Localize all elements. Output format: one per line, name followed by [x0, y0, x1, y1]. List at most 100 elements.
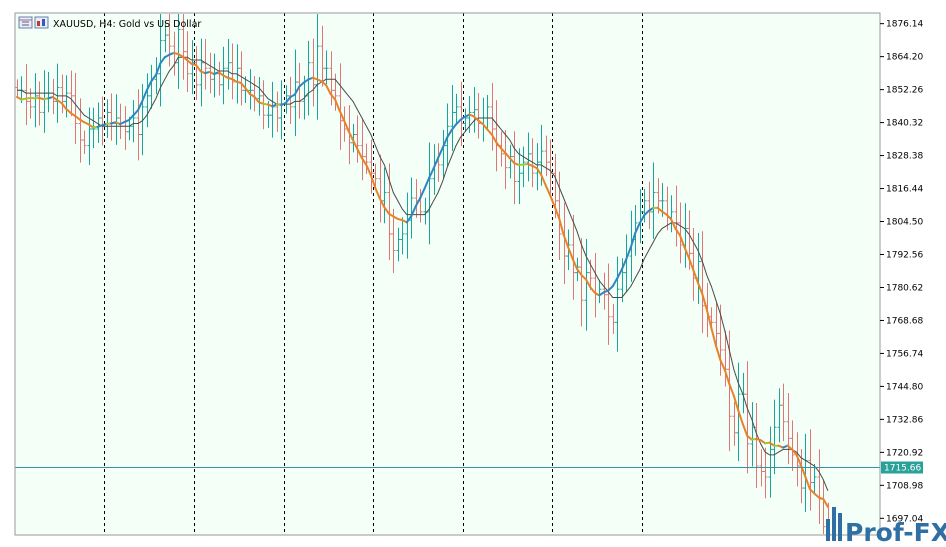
ma-fast-segment: [611, 277, 619, 288]
ma-fast-segment: [374, 187, 381, 200]
chart-properties-icon[interactable]: [34, 16, 49, 29]
price-bar: [517, 148, 522, 204]
ma-fast-segment: [154, 62, 162, 76]
ma-fast-segment: [629, 232, 637, 249]
ma-fast-segment: [365, 164, 372, 177]
ma-fast-segment: [683, 246, 690, 260]
ma-fast-segment: [60, 102, 68, 111]
ma-fast-segment: [325, 84, 332, 96]
price-bar: [674, 185, 679, 247]
price-bar: [373, 163, 378, 188]
price-bar: [369, 139, 374, 194]
price-bar: [190, 40, 195, 95]
price-bar: [194, 45, 199, 100]
price-tick-label: 1720.92: [886, 448, 923, 458]
ma-fast-segment: [620, 258, 628, 271]
price-bar: [69, 70, 74, 117]
plot-frame: [14, 12, 881, 536]
ma-fast-segment: [284, 96, 292, 104]
chart-title-block: XAUUSD, H4: Gold vs US Dollar: [18, 16, 201, 30]
price-bar: [472, 87, 477, 133]
ma-fast-segment: [808, 488, 816, 495]
ma-fast-segment: [338, 109, 346, 122]
ma-fast-segment: [580, 274, 587, 281]
price-bar: [158, 14, 163, 107]
ma-fast-segment: [728, 383, 735, 397]
price-tick-label: 1697.04: [886, 514, 923, 524]
ma-fast-segment: [696, 281, 704, 296]
price-bar: [230, 43, 235, 100]
price-bar: [463, 108, 468, 132]
ma-fast-segment: [481, 123, 489, 131]
price-tick-label: 1732.86: [886, 415, 923, 425]
ma-slow-line: [17, 56, 829, 491]
price-bar: [445, 103, 450, 167]
ma-fast-segment: [334, 98, 341, 112]
price-bar: [615, 256, 620, 352]
ma-fast-segment: [508, 157, 516, 165]
ma-fast-segment: [567, 245, 574, 260]
price-bar: [131, 100, 136, 143]
price-bar: [382, 167, 387, 224]
price-bar: [248, 69, 253, 110]
price-bar: [786, 393, 791, 465]
price-bar: [181, 14, 186, 80]
price-bar: [714, 303, 719, 351]
price-bar: [808, 429, 813, 511]
price-bar: [508, 144, 513, 179]
price-bar: [768, 426, 773, 498]
ma-fast-segment: [504, 151, 511, 160]
ma-fast-segment: [343, 119, 350, 132]
watermark-text: Prof-FX: [845, 518, 946, 547]
price-bar: [167, 14, 172, 67]
price-tick-label: 1840.32: [886, 119, 923, 129]
price-axis[interactable]: 1876.14 1864.20 1852.26 1840.32 1828.38 1816.…: [880, 20, 923, 525]
price-bar: [718, 304, 723, 376]
ma-fast-segment: [822, 498, 829, 508]
ma-fast-segment: [136, 99, 144, 112]
price-bar: [78, 98, 83, 163]
ma-fast-segment: [688, 257, 695, 272]
ma-fast-segment: [150, 73, 157, 83]
price-bar: [275, 91, 280, 132]
price-bar: [535, 143, 540, 191]
ma-fast-segment: [352, 139, 359, 151]
price-bar: [584, 238, 589, 331]
price-bar: [512, 131, 517, 205]
ma-fast-segment: [423, 176, 431, 190]
price-tick-label: 1780.62: [886, 283, 923, 293]
price-tick-label: 1768.68: [886, 316, 923, 326]
price-bar: [136, 89, 141, 161]
ma-fast-segment: [240, 81, 247, 90]
ma-fast-segment: [414, 197, 422, 208]
price-bar: [723, 330, 728, 387]
ma-fast-segment: [329, 93, 337, 101]
price-bar: [96, 102, 101, 143]
price-bar: [311, 38, 316, 107]
ma-fast-segment: [405, 215, 413, 224]
ma-fast-segment: [437, 147, 444, 159]
price-bar: [521, 146, 526, 188]
price-bar: [257, 76, 262, 116]
price-tick-label: 1864.20: [886, 53, 923, 63]
price-bar: [145, 73, 150, 128]
price-tick-label: 1792.56: [886, 251, 923, 261]
ma-fast-segment: [378, 197, 386, 209]
price-bar: [777, 388, 782, 443]
chart-window-icon[interactable]: [18, 16, 33, 29]
price-bar: [642, 188, 647, 223]
ma-fast-segment: [495, 141, 502, 150]
ma-fast-segment: [486, 128, 493, 136]
price-bar: [781, 383, 786, 442]
price-bar: [391, 208, 396, 274]
ma-fast-segment: [549, 194, 556, 208]
current-price-label: 1715.66: [884, 464, 921, 474]
price-bar: [37, 81, 42, 126]
prof-fx-logo: Prof-FX: [826, 507, 946, 547]
ma-fast-segment: [674, 227, 682, 237]
plot-area[interactable]: [15, 13, 880, 535]
price-bar: [772, 399, 777, 475]
price-bar: [320, 25, 325, 87]
price-tick-label: 1756.74: [886, 349, 923, 359]
